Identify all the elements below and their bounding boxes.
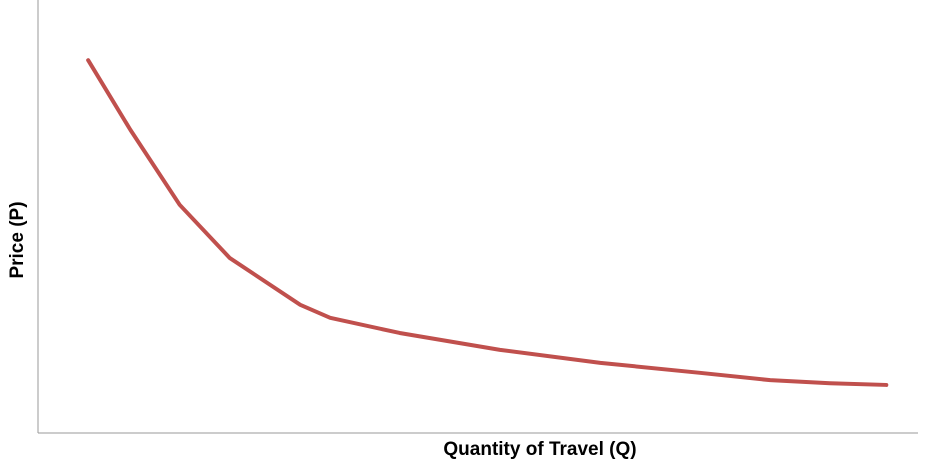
y-axis-label: Price (P) bbox=[7, 201, 28, 278]
x-axis-label: Quantity of Travel (Q) bbox=[443, 439, 636, 460]
demand-curve bbox=[86, 58, 889, 387]
